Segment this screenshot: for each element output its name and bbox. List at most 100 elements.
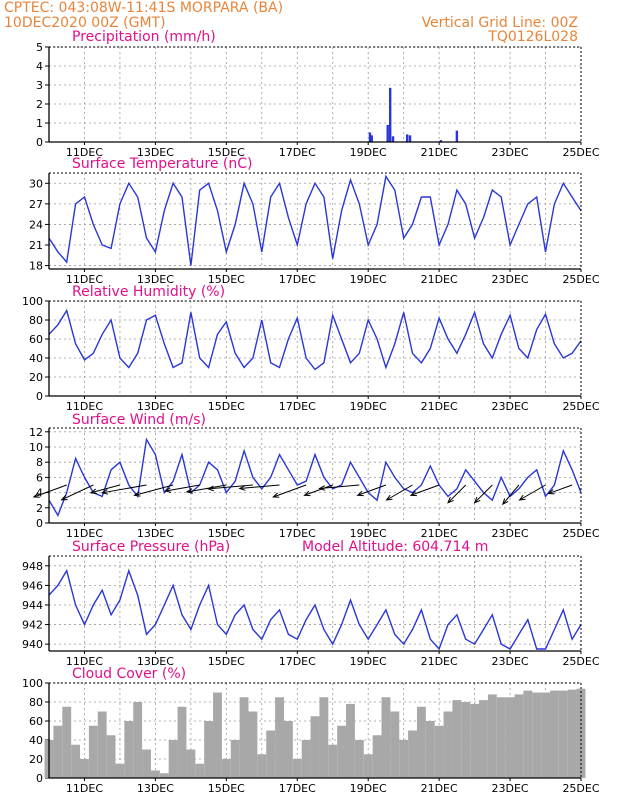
header-grid-line: Vertical Grid Line: 00Z (422, 15, 578, 31)
cloud-bar (159, 773, 169, 778)
cloud-bar (408, 730, 417, 778)
y-tick-label: 60 (29, 715, 43, 728)
cloud-bar (275, 697, 284, 778)
pressure-title: Surface Pressure (hPa) (72, 539, 230, 555)
x-tick-label: 11DEC (66, 655, 103, 668)
y-tick-label: 0 (36, 390, 43, 403)
panel-0: 0 1 2 3 4 5 11DEC 13DEC 15DEC 17DEC 19DEC 21DEC 23DE… (36, 41, 600, 159)
x-tick-label: 19DEC (350, 655, 387, 668)
y-tick-label: 948 (22, 560, 43, 573)
wind-arrowhead (206, 485, 214, 492)
series-line (48, 308, 582, 371)
x-tick-label: 15DEC (208, 273, 245, 286)
wind-vector (548, 484, 573, 495)
y-tick-label: 0 (36, 772, 43, 785)
precip-bar (408, 135, 412, 142)
cloud-bar (204, 721, 214, 778)
y-tick-label: 0 (36, 517, 43, 530)
x-tick-label: 25DEC (562, 655, 599, 668)
x-tick-label: 13DEC (137, 146, 174, 159)
wind-arrowhead (518, 494, 526, 501)
y-tick-label: 20 (29, 753, 43, 766)
y-tick-label: 27 (29, 198, 43, 211)
x-tick-label: 13DEC (137, 782, 174, 795)
wind-vector (447, 484, 467, 504)
cloud-bar (301, 740, 311, 778)
cloud-bar (514, 694, 524, 778)
y-tick-label: 18 (29, 260, 43, 273)
cloud-bar (221, 759, 231, 778)
cloud-bar (452, 700, 462, 778)
panel-1: 18 21 24 27 30 11DEC 13DEC 15DEC 17DEC 19DEC 21DEC… (29, 172, 600, 286)
y-tick-label: 4 (36, 60, 43, 73)
x-tick-label: 23DEC (492, 273, 529, 286)
wind-vector (61, 484, 94, 501)
cloud-bar (363, 754, 373, 778)
panels: 0 1 2 3 4 5 11DEC 13DEC 15DEC 17DEC 19DEC 21DEC 23DE… (22, 41, 600, 795)
humidity-title: Relative Humidity (%) (72, 284, 225, 300)
wind-vector (410, 484, 440, 496)
y-tick-label: 80 (29, 314, 43, 327)
wind-vector (90, 484, 121, 494)
panel-2: 0 20 40 60 80 100 11DEC 13DEC 15DEC 17DEC 19DEC 21D… (22, 295, 600, 413)
cloud-bar (266, 730, 276, 778)
wind-arrowhead (238, 485, 246, 491)
precip-bar (388, 87, 392, 142)
cloud-bar (292, 759, 302, 778)
x-tick-label: 23DEC (492, 527, 529, 540)
cloud-bar (505, 697, 515, 778)
header-location: CPTEC: 043:08W-11:41S MORPARA (BA) (4, 0, 283, 16)
wind-arrowhead (303, 490, 311, 497)
x-tick-label: 13DEC (137, 655, 174, 668)
wind-vector (102, 484, 147, 494)
x-tick-label: 11DEC (66, 400, 103, 413)
x-tick-label: 23DEC (492, 782, 529, 795)
y-tick-label: 20 (29, 371, 43, 384)
y-tick-label: 1 (36, 117, 43, 130)
x-tick-label: 15DEC (208, 655, 245, 668)
x-tick-label: 21DEC (421, 273, 458, 286)
cloud-bar (470, 703, 480, 778)
y-tick-label: 5 (36, 41, 43, 54)
cloud-bar (443, 711, 453, 778)
x-tick-label: 11DEC (66, 273, 103, 286)
wind-vector (134, 484, 174, 496)
y-tick-label: 10 (29, 441, 43, 454)
y-tick-label: 40 (29, 352, 43, 365)
wind-arrowhead (409, 490, 417, 497)
x-tick-label: 25DEC (562, 527, 599, 540)
cloud-bar (213, 692, 222, 778)
wind-arrowhead (547, 489, 555, 495)
y-tick-label: 2 (36, 502, 43, 515)
y-tick-label: 0 (36, 136, 43, 149)
precipitation-title: Precipitation (mm/h) (72, 29, 216, 45)
cloud-bar (80, 759, 89, 778)
series-line (48, 437, 582, 518)
x-tick-label: 17DEC (279, 400, 316, 413)
wind-arrowhead (473, 496, 481, 504)
cloud-bar (399, 740, 409, 778)
cloud-bar (142, 749, 151, 778)
wind-arrowhead (447, 496, 454, 504)
x-tick-label: 13DEC (137, 400, 174, 413)
cloud-bar (416, 706, 426, 778)
cloud-bar (532, 692, 542, 778)
wind-vector (165, 484, 200, 492)
x-tick-label: 25DEC (562, 782, 599, 795)
series-line (48, 568, 582, 651)
cloud-bar (71, 744, 81, 778)
x-tick-label: 17DEC (279, 273, 316, 286)
x-tick-label: 23DEC (492, 146, 529, 159)
y-tick-label: 3 (36, 79, 43, 92)
wind-vector (474, 484, 493, 504)
wind-vector (386, 484, 413, 501)
cloud-bar (257, 754, 267, 778)
cloud-bar (133, 702, 143, 778)
wind-title: Surface Wind (m/s) (72, 412, 206, 428)
cloud-bar (461, 702, 471, 778)
x-tick-label: 13DEC (137, 527, 174, 540)
y-tick-label: 4 (36, 487, 43, 500)
cloud-bar (239, 697, 249, 778)
x-tick-label: 19DEC (350, 146, 387, 159)
